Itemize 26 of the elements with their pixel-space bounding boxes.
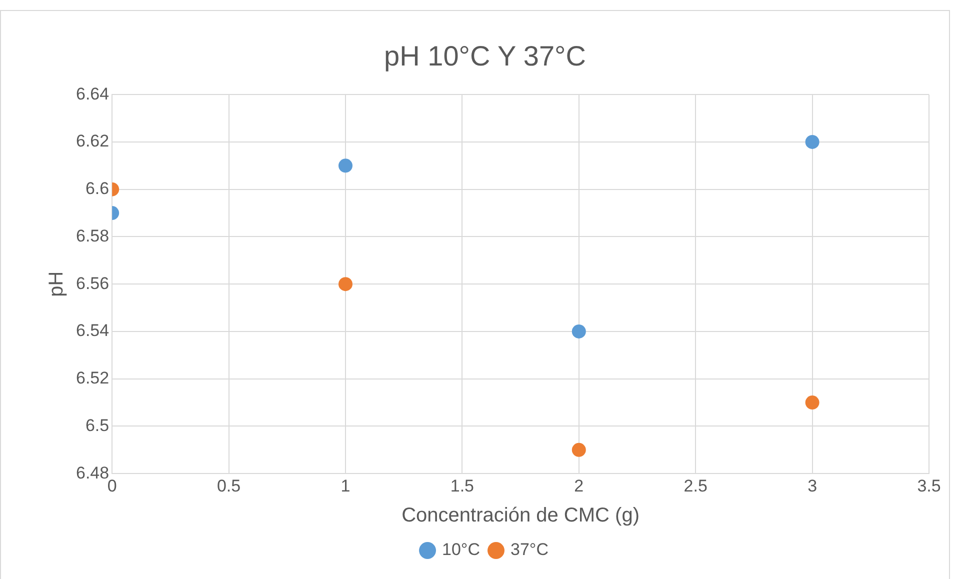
x-tick-label: 0 [107, 476, 117, 496]
y-tick-label: 6.64 [76, 84, 110, 104]
x-tick-label: 2.5 [684, 476, 708, 496]
x-tick-label: 3.5 [917, 476, 941, 496]
legend-label: 10°C [442, 540, 480, 560]
x-axis-title: Concentración de CMC (g) [402, 504, 640, 527]
y-tick-label: 6.6 [85, 179, 110, 198]
y-tick-label: 6.58 [76, 226, 110, 246]
y-tick-label: 6.48 [76, 463, 110, 482]
y-axis-title: pH [46, 271, 68, 297]
point [805, 396, 820, 410]
x-tick-label: 0.5 [216, 476, 241, 496]
point [572, 442, 586, 457]
y-tick-label: 6.52 [76, 368, 110, 388]
point [572, 324, 586, 338]
point [805, 134, 820, 149]
y-tick-label: 6.54 [76, 321, 110, 340]
legend-label: 37°C [510, 540, 548, 560]
y-tick-label: 6.56 [76, 274, 110, 293]
x-tick-label: 2 [574, 476, 584, 496]
x-tick-label: 1 [340, 476, 350, 496]
x-tick-label: 3 [808, 476, 818, 496]
y-tick-label: 6.62 [76, 132, 110, 151]
x-tick-label: 1.5 [450, 476, 474, 496]
chart-title: pH 10°C Y 37°C [384, 40, 586, 72]
y-tick-label: 6.5 [85, 416, 110, 435]
